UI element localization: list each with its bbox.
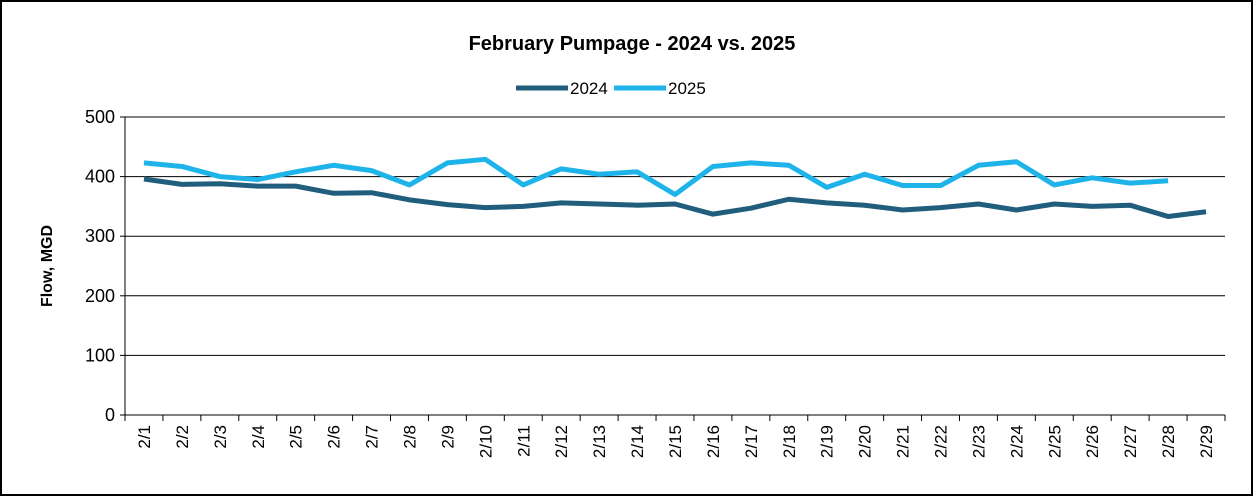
x-tick-label: 2/1 [135,425,154,449]
x-tick-label: 2/20 [856,425,875,458]
line-series [143,156,1169,197]
y-tick-label: 400 [85,167,115,187]
x-tick-label: 2/26 [1083,425,1102,458]
line-series [143,176,1207,220]
x-tick-label: 2/9 [438,425,457,449]
x-tick-label: 2/18 [780,425,799,458]
x-tick-label: 2/24 [1007,425,1026,458]
x-tick-label: 2/4 [249,425,268,449]
y-tick-label: 200 [85,286,115,306]
x-tick-label: 2/3 [211,425,230,449]
y-tick-label: 100 [85,345,115,365]
x-tick-label: 2/16 [704,425,723,458]
x-tick-label: 2/12 [552,425,571,458]
x-tick-label: 2/27 [1121,425,1140,458]
x-tick-label: 2/2 [173,425,192,449]
x-tick-label: 2/6 [325,425,344,449]
x-tick-label: 2/5 [287,425,306,449]
y-tick-label: 0 [105,405,115,425]
legend-label: 2025 [668,79,706,98]
x-tick-label: 2/17 [742,425,761,458]
legend-label: 2024 [570,79,608,98]
x-tick-label: 2/21 [894,425,913,458]
x-tick-label: 2/29 [1197,425,1216,458]
x-tick-label: 2/22 [932,425,951,458]
y-tick-label: 500 [85,107,115,127]
x-tick-label: 2/8 [400,425,419,449]
x-tick-label: 2/13 [590,425,609,458]
x-tick-label: 2/15 [666,425,685,458]
x-tick-label: 2/28 [1159,425,1178,458]
x-tick-label: 2/23 [969,425,988,458]
chart-title: February Pumpage - 2024 vs. 2025 [469,33,796,55]
x-tick-label: 2/19 [818,425,837,458]
x-tick-label: 2/7 [363,425,382,449]
x-tick-label: 2/25 [1045,425,1064,458]
x-tick-label: 2/14 [628,425,647,458]
y-axis-label: Flow, MGD [39,225,56,307]
y-tick-label: 300 [85,226,115,246]
x-tick-label: 2/10 [476,425,495,458]
x-tick-label: 2/11 [514,425,533,457]
